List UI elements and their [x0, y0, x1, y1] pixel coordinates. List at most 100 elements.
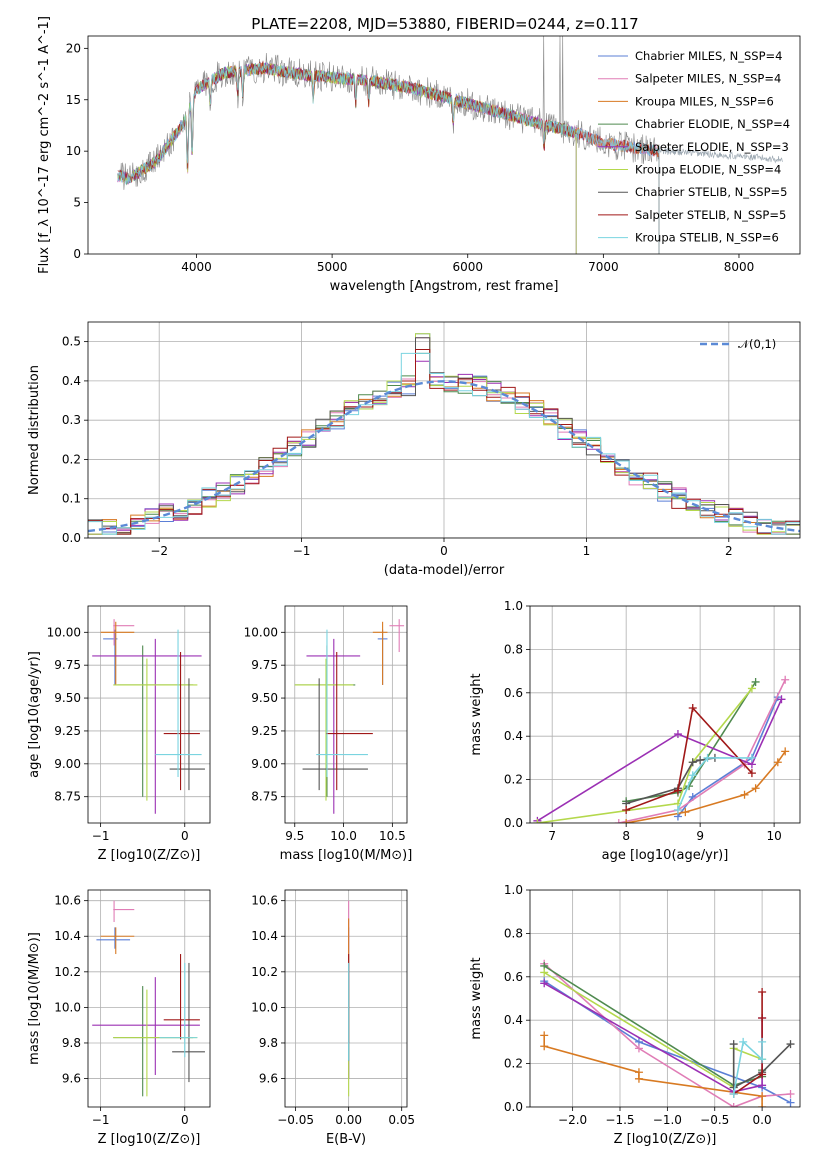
y-tick-label: 10.6: [251, 894, 278, 908]
axes-frame: [87, 605, 211, 824]
weight-point-marker: [703, 753, 712, 762]
y-tick-label: 1.0: [504, 599, 523, 613]
axes-frame: [284, 889, 408, 1108]
y-tick-label: 9.6: [259, 1072, 278, 1086]
weight-point-marker: [634, 1044, 643, 1053]
y-axis-label: age [log10(age/yr)]: [27, 651, 42, 778]
y-tick-label: 10.4: [54, 929, 81, 943]
y-tick-label: 10.2: [251, 965, 278, 979]
y-tick-label: 0.6: [504, 686, 523, 700]
panel-weight_vs_age: 7 8 9 10 0.0 0.2 0.4 0.6 0.8 1.0 age [log10(age/yr…: [469, 599, 801, 863]
weight-point-marker: [777, 695, 786, 704]
panel-residuals: −2 −1 0 1 2 0.0 0.1 0.2 0.3 0.4 0.5 (data-model)/er…: [27, 321, 801, 578]
weight-point-marker: [533, 819, 542, 823]
y-tick-label: 0.4: [504, 729, 523, 743]
y-tick-label: 9.75: [251, 658, 278, 672]
y-tick-label: 10.00: [244, 625, 278, 639]
weight-point-marker: [786, 1098, 795, 1107]
y-tick-label: 9.50: [251, 691, 278, 705]
plot-area: [530, 606, 800, 823]
y-tick-label: 0.6: [504, 970, 523, 984]
panel-mass_vs_ebv: −0.05 0.00 0.05 9.6 9.8 10.0 10.2 10.4 10.6 E(B-V…: [251, 889, 415, 1147]
weight-point-marker: [696, 756, 705, 765]
plot-area: [88, 606, 210, 823]
x-axis-label: Z [log10(Z/Z⊙)]: [98, 848, 201, 863]
y-tick-label: 5: [73, 196, 81, 210]
y-tick-label: 10.6: [54, 894, 81, 908]
y-tick-label: 9.00: [54, 757, 81, 771]
y-tick-label: 0.3: [62, 413, 81, 427]
x-tick-label: −2: [150, 544, 168, 558]
panel-mass_vs_Z: −1 0 9.6 9.8 10.0 10.2 10.4 10.6 Z [log10(Z/Z⊙)]…: [27, 889, 211, 1147]
weight-point-marker: [622, 805, 631, 814]
weight-point-marker: [673, 786, 682, 795]
weight-point-marker: [751, 784, 760, 793]
weight-point-marker: [740, 790, 749, 799]
weight-point-marker: [758, 987, 767, 996]
y-tick-label: 15: [66, 93, 81, 107]
weight-point-marker: [688, 771, 697, 780]
plot-area: [88, 322, 800, 538]
y-tick-label: 0.4: [504, 1013, 523, 1027]
normal-reference-curve: [88, 380, 800, 533]
axes-frame: [284, 605, 408, 824]
weight-point-marker: [729, 1040, 738, 1049]
y-tick-label: 10.4: [251, 929, 278, 943]
weight-point-marker: [758, 1037, 767, 1046]
y-axis-label: mass [log10(M/M⊙)]: [27, 932, 42, 1065]
weight-point-marker: [747, 753, 756, 762]
weight-point-marker: [781, 675, 790, 684]
y-tick-label: 0.1: [62, 492, 81, 506]
weight-point-marker: [758, 1014, 767, 1023]
weight-point-marker: [758, 1081, 767, 1090]
x-tick-label: 6000: [452, 260, 483, 274]
axes-frame: [87, 35, 801, 255]
histogram-series: [88, 352, 800, 535]
weight-series-line: [732, 1043, 792, 1089]
weight-point-marker: [634, 1074, 643, 1083]
x-axis-label: mass [log10(M/M⊙)]: [280, 848, 413, 863]
axes-frame: [529, 889, 801, 1108]
y-tick-label: 9.6: [62, 1072, 81, 1086]
legend-label: 𝒩(0,1): [738, 337, 776, 351]
y-tick-label: 0.8: [504, 926, 523, 940]
x-tick-label: 10.0: [330, 829, 357, 843]
x-axis-label: Z [log10(Z/Z⊙)]: [98, 1132, 201, 1147]
y-tick-label: 8.75: [54, 790, 81, 804]
x-tick-label: −1.0: [653, 1113, 682, 1127]
weight-series-line: [626, 750, 786, 823]
y-tick-label: 10.0: [251, 1000, 278, 1014]
y-tick-label: 9.00: [251, 757, 278, 771]
weight-point-marker: [751, 677, 760, 686]
y-tick-label: 0.2: [504, 773, 523, 787]
y-tick-label: 9.8: [62, 1036, 81, 1050]
weight-point-marker: [747, 769, 756, 778]
x-axis-label: wavelength [Angstrom, rest frame]: [330, 279, 559, 294]
y-tick-label: 0: [73, 247, 81, 261]
weight-series-line: [543, 971, 763, 1089]
spectrum-series-line: [118, 36, 660, 190]
legend-label: Kroupa STELIB, N_SSP=6: [635, 231, 779, 245]
y-tick-label: 9.25: [251, 724, 278, 738]
y-axis-label: Normed distribution: [27, 365, 42, 495]
y-tick-label: 0.0: [62, 531, 81, 545]
panel-spectrum: 4000 5000 6000 7000 8000 0 5 10 15 20 wavelength […: [37, 16, 801, 294]
x-tick-label: −0.5: [700, 1113, 729, 1127]
x-tick-label: 5000: [317, 260, 348, 274]
spectrum-series-line: [117, 62, 660, 254]
plot-area: [285, 606, 407, 823]
plot-area: [285, 890, 407, 1107]
weight-series-line: [677, 696, 779, 817]
axes-frame: [87, 321, 801, 539]
y-tick-label: 0.5: [62, 335, 81, 349]
x-tick-label: 2: [725, 544, 733, 558]
histogram-series: [88, 349, 800, 535]
x-tick-label: 7: [548, 829, 556, 843]
weight-series-line: [618, 679, 786, 823]
legend-label: Chabrier MILES, N_SSP=4: [635, 49, 782, 63]
x-tick-label: 0: [440, 544, 448, 558]
weight-point-marker: [739, 1037, 748, 1046]
legend-label: Salpeter MILES, N_SSP=4: [635, 72, 781, 86]
weight-point-marker: [614, 819, 623, 823]
weight-series-line: [732, 1040, 763, 1095]
